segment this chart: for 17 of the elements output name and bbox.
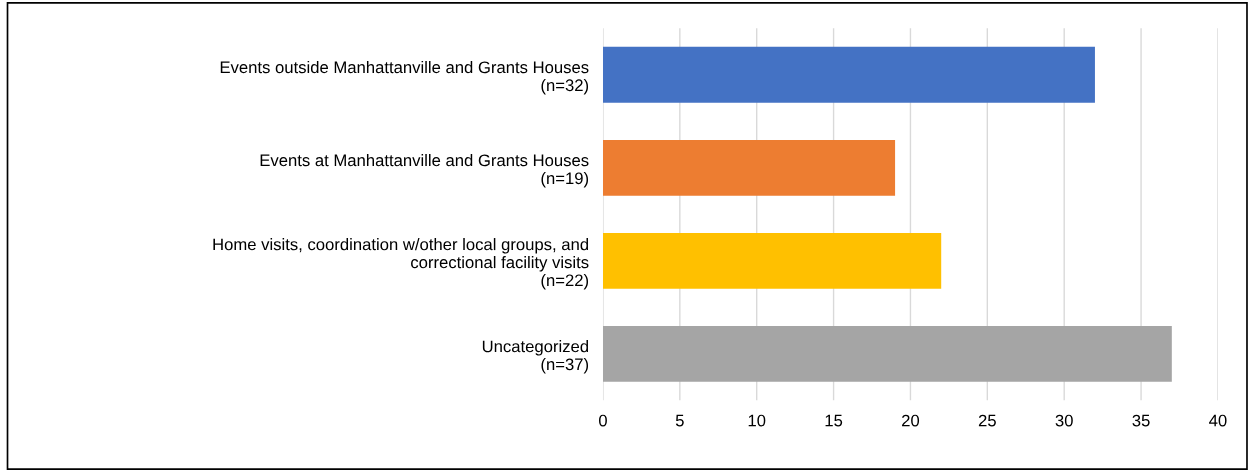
x-tick-label: 10 bbox=[748, 414, 766, 427]
x-tick-label: 5 bbox=[675, 414, 684, 427]
x-tick-label: 0 bbox=[598, 414, 607, 427]
y-tick-label: Events at Manhattanville and Grants Houses (n=19) bbox=[260, 153, 589, 188]
bar bbox=[602, 232, 942, 289]
x-tick-label: 15 bbox=[825, 414, 843, 427]
bar bbox=[602, 46, 1095, 103]
x-tick-label: 35 bbox=[1132, 414, 1150, 427]
y-tick-label: Events outside Manhattanville and Grants Houses (n=32) bbox=[220, 60, 589, 95]
x-tick-label: 20 bbox=[902, 414, 920, 427]
x-tick-label: 30 bbox=[1055, 414, 1073, 427]
bar bbox=[602, 325, 1172, 382]
x-tick-label: 40 bbox=[1209, 414, 1227, 427]
bar bbox=[602, 139, 896, 196]
x-tick-label: 25 bbox=[978, 414, 996, 427]
y-tick-label: Uncategorized (n=37) bbox=[482, 340, 589, 374]
y-tick-label: Home visits, coordination w/other local groups, and correctional facility visits (n=22) bbox=[213, 238, 589, 290]
